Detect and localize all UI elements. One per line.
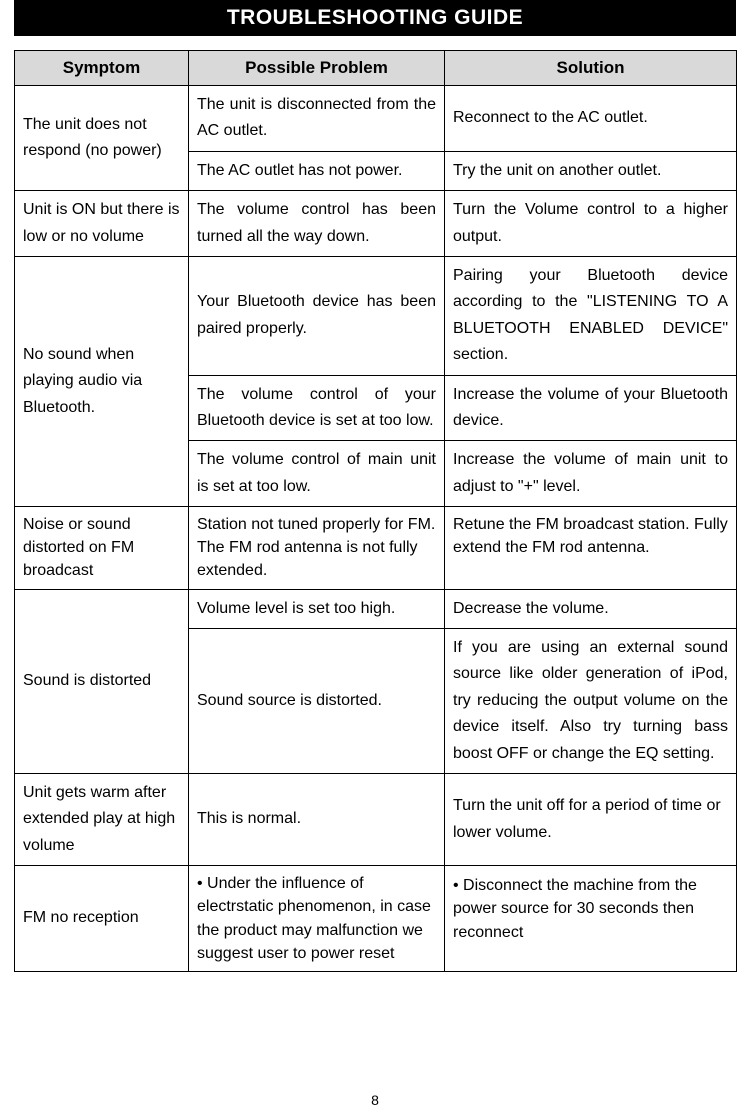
- page-number: 8: [0, 1092, 750, 1108]
- header-symptom: Symptom: [15, 51, 189, 86]
- symptom-cell: Sound is distorted: [15, 589, 189, 773]
- problem-cell: Station not tuned properly for FM. The F…: [189, 507, 445, 590]
- table-row: Sound is distorted Volume level is set t…: [15, 589, 737, 628]
- solution-cell: Pairing your Bluetooth device according …: [445, 256, 737, 375]
- problem-cell: Your Bluetooth device has been paired pr…: [189, 256, 445, 375]
- symptom-cell: No sound when playing audio via Bluetoot…: [15, 256, 189, 506]
- solution-cell: Turn the Volume control to a higher outp…: [445, 191, 737, 257]
- solution-cell: Try the unit on another outlet.: [445, 151, 737, 190]
- troubleshooting-table: Symptom Possible Problem Solution The un…: [14, 50, 737, 972]
- problem-cell: The volume control of your Bluetooth dev…: [189, 375, 445, 441]
- solution-cell: Increase the volume of main unit to adju…: [445, 441, 737, 507]
- solution-cell: Decrease the volume.: [445, 589, 737, 628]
- header-problem: Possible Problem: [189, 51, 445, 86]
- symptom-cell: FM no reception: [15, 866, 189, 972]
- solution-cell: Increase the volume of your Bluetooth de…: [445, 375, 737, 441]
- problem-cell: The volume control of main unit is set a…: [189, 441, 445, 507]
- problem-cell: The unit is disconnected from the AC out…: [189, 86, 445, 152]
- solution-cell: Turn the unit off for a period of time o…: [445, 773, 737, 865]
- problem-cell: The volume control has been turned all t…: [189, 191, 445, 257]
- problem-cell: The AC outlet has not power.: [189, 151, 445, 190]
- problem-cell: Volume level is set too high.: [189, 589, 445, 628]
- table-header-row: Symptom Possible Problem Solution: [15, 51, 737, 86]
- problem-cell: Sound source is distorted.: [189, 629, 445, 774]
- symptom-cell: Noise or sound distorted on FM broadcast: [15, 507, 189, 590]
- header-solution: Solution: [445, 51, 737, 86]
- problem-cell: This is normal.: [189, 773, 445, 865]
- solution-cell: If you are using an external sound sourc…: [445, 629, 737, 774]
- problem-cell: • Under the influence of electrstatic ph…: [189, 866, 445, 972]
- table-row: Noise or sound distorted on FM broadcast…: [15, 507, 737, 590]
- table-row: The unit does not respond (no power) The…: [15, 86, 737, 152]
- symptom-cell: Unit is ON but there is low or no volume: [15, 191, 189, 257]
- table-row: Unit gets warm after extended play at hi…: [15, 773, 737, 865]
- solution-cell: Retune the FM broadcast station. Fully e…: [445, 507, 737, 590]
- table-row: Unit is ON but there is low or no volume…: [15, 191, 737, 257]
- page-title: TROUBLESHOOTING GUIDE: [14, 0, 736, 36]
- symptom-cell: The unit does not respond (no power): [15, 86, 189, 191]
- symptom-cell: Unit gets warm after extended play at hi…: [15, 773, 189, 865]
- solution-cell: • Disconnect the machine from the power …: [445, 866, 737, 972]
- table-row: FM no reception • Under the influence of…: [15, 866, 737, 972]
- table-row: No sound when playing audio via Bluetoot…: [15, 256, 737, 375]
- solution-cell: Reconnect to the AC outlet.: [445, 86, 737, 152]
